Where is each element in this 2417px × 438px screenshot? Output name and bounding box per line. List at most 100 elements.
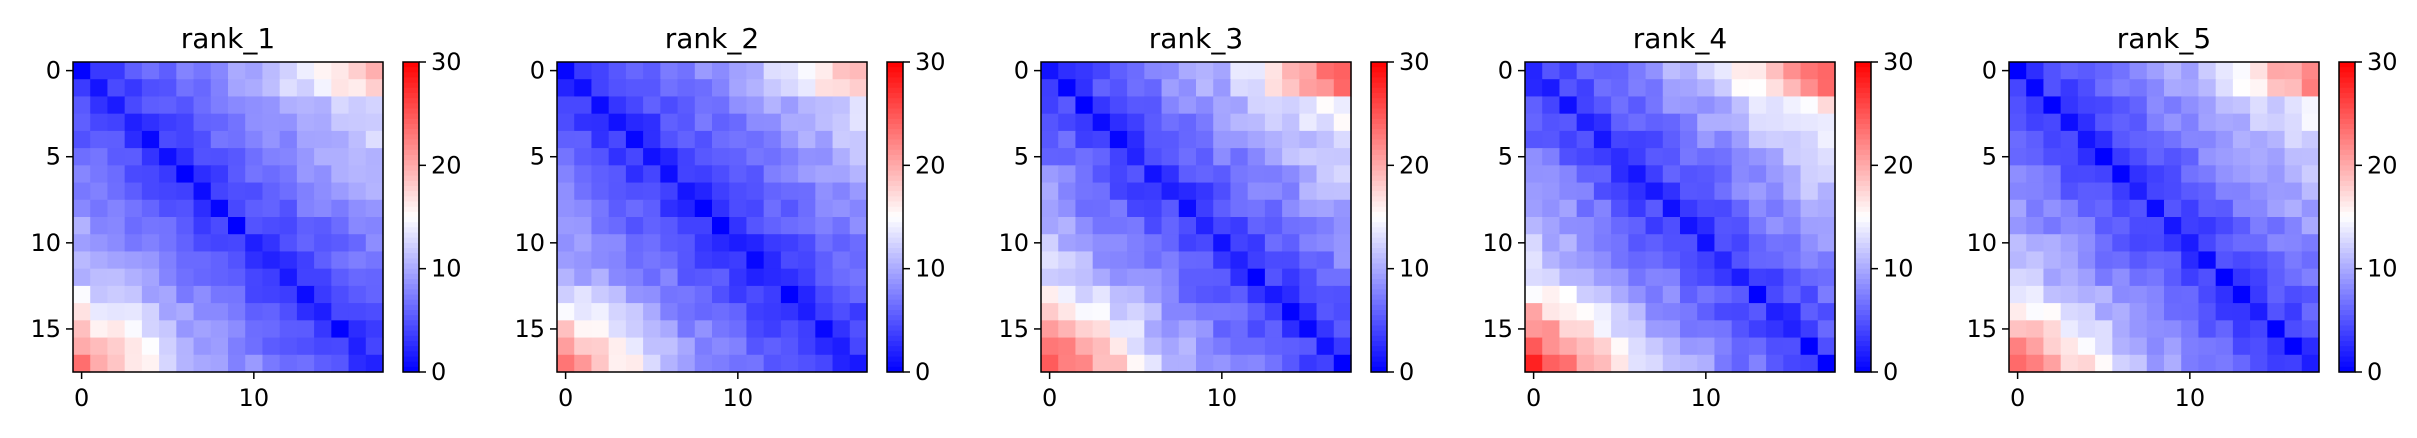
heatmap-cell	[1817, 268, 1836, 287]
heatmap-cell	[1178, 320, 1197, 339]
heatmap-cell	[348, 130, 367, 149]
heatmap-cell	[210, 354, 229, 373]
heatmap-cell	[832, 148, 851, 166]
chart-title: rank_2	[665, 22, 759, 55]
heatmap-cell	[1628, 268, 1647, 287]
heatmap-cell	[2043, 148, 2062, 166]
colorbar-segment	[1371, 341, 1387, 347]
heatmap-cell	[2112, 79, 2131, 98]
heatmap-cell	[694, 303, 713, 321]
heatmap-cell	[141, 113, 160, 132]
heatmap-cell	[2164, 165, 2182, 184]
heatmap-cell	[2060, 251, 2079, 270]
heatmap-cell	[1196, 165, 1214, 184]
heatmap-cell	[763, 251, 782, 270]
heatmap-cell	[2215, 182, 2234, 201]
x-tick-label: 10	[723, 384, 754, 412]
heatmap-cell	[1542, 251, 1561, 270]
heatmap-cell	[124, 217, 143, 235]
heatmap-cell	[2129, 62, 2148, 80]
heatmap-cell	[1299, 354, 1318, 373]
heatmap-cell	[1800, 113, 1819, 132]
heatmap-cell	[591, 251, 610, 270]
heatmap-cell	[228, 303, 246, 321]
heatmap-cell	[1109, 251, 1128, 270]
y-tick-label: 10	[1482, 229, 1513, 257]
heatmap-cell	[1525, 268, 1543, 287]
heatmap-cell	[2250, 217, 2268, 235]
heatmap-cell	[1611, 320, 1629, 339]
heatmap-cell	[763, 285, 782, 304]
heatmap-cell	[1800, 285, 1819, 304]
heatmap-cell	[1576, 285, 1595, 304]
colorbar-segment	[2339, 124, 2355, 130]
colorbar-segment	[1371, 325, 1387, 332]
heatmap-cell	[780, 62, 799, 80]
heatmap-cell	[1058, 251, 1077, 270]
colorbar-segment	[403, 87, 419, 94]
heatmap-cell	[176, 268, 195, 287]
colorbar-segment	[2339, 113, 2355, 120]
heatmap-cell	[1316, 303, 1335, 321]
heatmap-cell	[1213, 234, 1232, 253]
heatmap-cell	[1645, 113, 1664, 132]
heatmap-cell	[365, 320, 384, 339]
heatmap-cell	[2164, 182, 2182, 201]
colorbar-segment	[887, 253, 903, 259]
heatmap-cell	[2077, 251, 2096, 270]
heatmap-cell	[557, 354, 575, 373]
heatmap-cell	[608, 234, 627, 253]
heatmap-cell	[1525, 354, 1543, 373]
heatmap-cell	[625, 337, 644, 356]
heatmap-cell	[1333, 354, 1352, 373]
heatmap-cell	[1213, 96, 1232, 115]
heatmap-cell	[557, 182, 575, 201]
colorbar-segment	[887, 310, 903, 316]
colorbar-segment	[887, 139, 903, 146]
colorbar-segment	[403, 180, 419, 187]
heatmap-cell	[2164, 79, 2182, 98]
heatmap-cell	[1264, 285, 1283, 304]
heatmap-cell	[729, 268, 748, 287]
heatmap-cell	[2077, 148, 2096, 166]
colorbar-segment	[2339, 248, 2355, 254]
heatmap-cell	[365, 182, 384, 201]
colorbar-segment	[1371, 93, 1387, 99]
heatmap-cell	[296, 113, 315, 132]
heatmap-cell	[365, 113, 384, 132]
y-tick-label: 5	[46, 143, 61, 171]
heatmap-cell	[729, 285, 748, 304]
heatmap-cell	[1127, 165, 1145, 184]
colorbar-segment	[887, 315, 903, 321]
heatmap-cell	[2232, 217, 2251, 235]
heatmap-cell	[608, 79, 627, 98]
heatmap-cell	[660, 217, 679, 235]
heatmap-cell	[1144, 182, 1163, 201]
heatmap-cell	[2250, 148, 2268, 166]
colorbar-segment	[1371, 294, 1387, 301]
heatmap-cell	[1092, 268, 1111, 287]
heatmap-cell	[2129, 234, 2148, 253]
heatmap-cell	[1161, 303, 1180, 321]
heatmap-cell	[1766, 62, 1784, 80]
heatmap-cell	[262, 62, 281, 80]
heatmap-cell	[591, 217, 610, 235]
heatmap-cell	[1333, 96, 1352, 115]
heatmap-cell	[279, 251, 298, 270]
heatmap-cell	[2009, 354, 2027, 373]
colorbar-segment	[2339, 175, 2355, 182]
heatmap-cell	[2009, 182, 2027, 201]
heatmap-cell	[849, 354, 868, 373]
colorbar-segment	[1371, 175, 1387, 182]
heatmap-cell	[141, 62, 160, 80]
heatmap-cell	[262, 268, 281, 287]
colorbar-segment	[1855, 201, 1871, 208]
heatmap-cell	[2301, 62, 2320, 80]
heatmap-cell	[1127, 62, 1145, 80]
heatmap-cell	[1230, 96, 1249, 115]
heatmap-cell	[348, 148, 367, 166]
heatmap-cell	[763, 96, 782, 115]
heatmap-cell	[1748, 268, 1767, 287]
colorbar-segment	[1855, 149, 1871, 156]
heatmap-cell	[210, 113, 229, 132]
